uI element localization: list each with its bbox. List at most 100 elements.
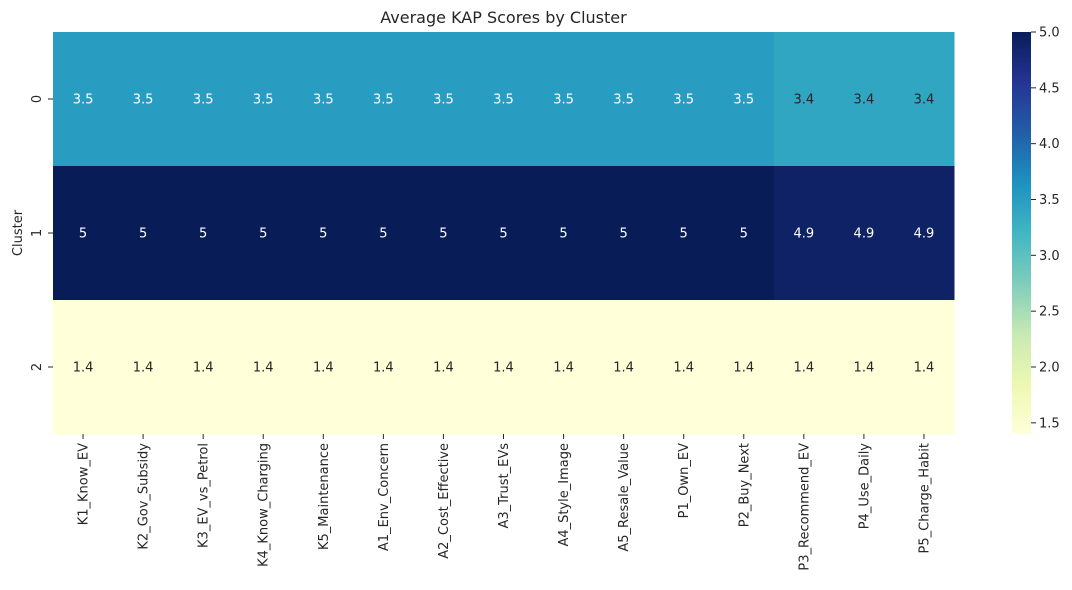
x-tick-label: P5_Charge_Habit bbox=[917, 443, 932, 553]
cell-annotation: 5 bbox=[79, 227, 87, 242]
heatmap-cell bbox=[533, 32, 595, 167]
heatmap-cell bbox=[413, 32, 475, 167]
colorbar-tick-label: 2.5 bbox=[1039, 305, 1060, 320]
cell-annotation: 5 bbox=[680, 227, 688, 242]
heatmap-cell bbox=[833, 32, 895, 167]
colorbar-tick-label: 3.0 bbox=[1039, 249, 1060, 264]
cell-annotation: 5 bbox=[740, 227, 748, 242]
cell-annotation: 3.5 bbox=[553, 93, 574, 108]
heatmap-cell bbox=[233, 166, 294, 301]
cell-annotation: 5 bbox=[499, 227, 507, 242]
cell-annotation: 3.4 bbox=[854, 93, 875, 108]
heatmap-cell bbox=[593, 300, 655, 435]
x-tick-label: P3_Recommend_EV bbox=[797, 443, 812, 571]
cell-annotation: 5 bbox=[439, 227, 447, 242]
cell-annotation: 3.5 bbox=[73, 93, 94, 108]
heatmap-cell bbox=[893, 166, 955, 301]
x-tick-label: K4_Know_Charging bbox=[257, 443, 272, 567]
x-tick-label: A5_Resale_Value bbox=[617, 443, 632, 552]
cell-annotation: 5 bbox=[259, 227, 267, 242]
heatmap-cell bbox=[293, 32, 354, 167]
heatmap-cell bbox=[653, 166, 715, 301]
heatmap-cell bbox=[293, 166, 354, 301]
cell-annotation: 1.4 bbox=[673, 361, 694, 376]
cell-annotation: 3.5 bbox=[253, 93, 274, 108]
cell-annotation: 5 bbox=[379, 227, 387, 242]
cell-annotation: 3.5 bbox=[733, 93, 754, 108]
heatmap-cell bbox=[173, 300, 234, 435]
cell-annotation: 1.4 bbox=[253, 361, 274, 376]
heatmap-cell bbox=[773, 300, 835, 435]
cell-annotation: 1.4 bbox=[373, 361, 394, 376]
heatmap-cell bbox=[53, 166, 114, 301]
heatmap-cell bbox=[113, 32, 174, 167]
colorbar-tick-label: 2.0 bbox=[1039, 361, 1060, 376]
heatmap-cell bbox=[53, 32, 114, 167]
colorbar-tick-label: 5.0 bbox=[1039, 26, 1060, 41]
cell-annotation: 3.5 bbox=[193, 93, 214, 108]
heatmap-cell bbox=[473, 32, 535, 167]
cell-annotation: 1.4 bbox=[133, 361, 154, 376]
cell-annotation: 5 bbox=[139, 227, 147, 242]
heatmap-cell bbox=[893, 32, 955, 167]
heatmap-cell bbox=[353, 166, 414, 301]
heatmap-cell bbox=[773, 32, 835, 167]
y-tick-label: 1 bbox=[30, 229, 45, 237]
cell-annotation: 3.5 bbox=[613, 93, 634, 108]
x-tick-label: K2_Gov_Subsidy bbox=[137, 443, 152, 550]
heatmap-cell bbox=[233, 32, 294, 167]
heatmap-cell bbox=[533, 166, 595, 301]
cell-annotation: 1.4 bbox=[493, 361, 514, 376]
heatmap-cell bbox=[833, 166, 895, 301]
cell-annotation: 5 bbox=[619, 227, 627, 242]
cell-annotation: 3.5 bbox=[493, 93, 514, 108]
heatmap-cell bbox=[893, 300, 955, 435]
x-tick-label: K1_Know_EV bbox=[77, 443, 92, 525]
cell-annotation: 1.4 bbox=[854, 361, 875, 376]
heatmap-cell bbox=[113, 300, 174, 435]
colorbar bbox=[1012, 32, 1031, 434]
heatmap-cell bbox=[653, 32, 715, 167]
heatmap-cell bbox=[713, 300, 775, 435]
cell-annotation: 1.4 bbox=[553, 361, 574, 376]
cell-annotation: 1.4 bbox=[313, 361, 334, 376]
cell-annotation: 3.5 bbox=[373, 93, 394, 108]
heatmap-cell bbox=[53, 300, 114, 435]
chart-title: Average KAP Scores by Cluster bbox=[380, 8, 627, 27]
cell-annotation: 1.4 bbox=[613, 361, 634, 376]
heatmap-cell bbox=[473, 166, 535, 301]
heatmap-cell bbox=[353, 32, 414, 167]
colorbar-tick-label: 4.5 bbox=[1039, 81, 1060, 96]
heatmap-cell bbox=[593, 32, 655, 167]
x-tick-label: P2_Buy_Next bbox=[737, 443, 752, 527]
heatmap-cell bbox=[173, 166, 234, 301]
heatmap-cell bbox=[413, 166, 475, 301]
x-tick-label: P1_Own_EV bbox=[677, 443, 692, 518]
cell-annotation: 4.9 bbox=[854, 227, 875, 242]
y-tick-label: 0 bbox=[30, 95, 45, 103]
cell-annotation: 3.4 bbox=[914, 93, 935, 108]
cell-annotation: 3.5 bbox=[673, 93, 694, 108]
heatmap-cell bbox=[113, 166, 174, 301]
colorbar-tick-label: 3.5 bbox=[1039, 193, 1060, 208]
cell-annotation: 3.5 bbox=[433, 93, 454, 108]
x-tick-label: A1_Env_Concern bbox=[377, 443, 392, 551]
cell-annotation: 1.4 bbox=[433, 361, 454, 376]
y-tick-label: 2 bbox=[30, 363, 45, 371]
x-tick-label: K3_EV_vs_Petrol bbox=[197, 443, 212, 548]
cell-annotation: 5 bbox=[199, 227, 207, 242]
cell-annotation: 3.5 bbox=[313, 93, 334, 108]
heatmap-cell bbox=[173, 32, 234, 167]
heatmap-cell bbox=[833, 300, 895, 435]
x-tick-label: A2_Cost_Effective bbox=[437, 443, 452, 559]
heatmap-cell bbox=[413, 300, 475, 435]
cell-annotation: 1.4 bbox=[73, 361, 94, 376]
cell-annotation: 1.4 bbox=[733, 361, 754, 376]
heatmap-cell bbox=[233, 300, 294, 435]
cell-annotation: 4.9 bbox=[793, 227, 814, 242]
x-tick-label: K5_Maintenance bbox=[317, 443, 332, 550]
cell-annotation: 4.9 bbox=[914, 227, 935, 242]
cell-annotation: 5 bbox=[319, 227, 327, 242]
heatmap-cell bbox=[713, 166, 775, 301]
